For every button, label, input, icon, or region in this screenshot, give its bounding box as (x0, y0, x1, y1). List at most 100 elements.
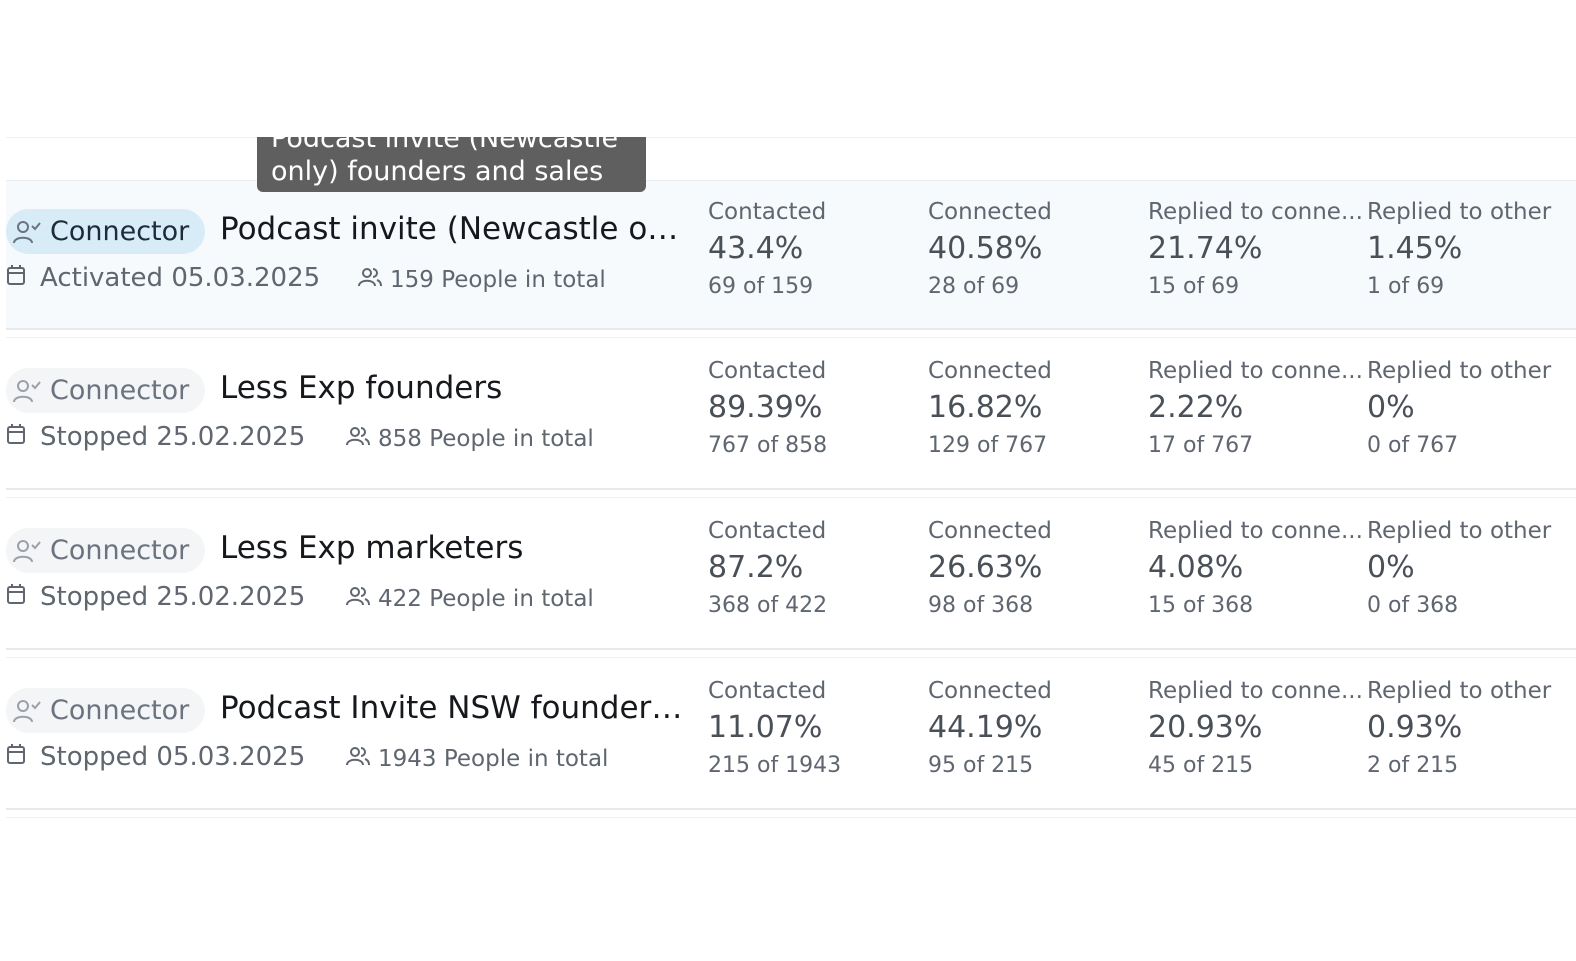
metric-sub: 0 of 767 (1367, 433, 1459, 458)
metric-sub: 28 of 69 (928, 274, 1020, 299)
campaign-status-text: Stopped 25.02.2025 (40, 582, 306, 612)
metric-value: 2.22% (1148, 390, 1244, 425)
metric-value: 20.93% (1148, 710, 1263, 745)
metric-sub: 95 of 215 (928, 753, 1034, 778)
metric-replied-connection: Replied to conne... 21.74% 15 of 69 (1148, 199, 1363, 299)
metric-label: Replied to conne... (1148, 358, 1363, 384)
campaign-type-badge: Connector (6, 528, 206, 573)
metric-sub: 17 of 767 (1148, 433, 1254, 458)
calendar-icon (6, 263, 26, 293)
campaign-name[interactable]: Podcast invite (Newcastle onl... (220, 211, 690, 247)
metric-label: Connected (928, 678, 1052, 704)
campaign-type-badge: Connector (6, 368, 206, 413)
campaign-row[interactable]: Connector Podcast invite (Newcastle onl.… (6, 180, 1576, 338)
campaign-status-text: Stopped 25.02.2025 (40, 422, 306, 452)
metric-label: Replied to other (1367, 199, 1552, 225)
people-count: 422 People in total (346, 586, 594, 612)
campaign-type-badge: Connector (6, 688, 206, 733)
metric-label: Replied to conne... (1148, 199, 1363, 225)
campaign-name[interactable]: Less Exp founders (220, 370, 503, 406)
metric-sub: 69 of 159 (708, 274, 814, 299)
people-icon (358, 267, 382, 293)
metric-sub: 1 of 69 (1367, 274, 1445, 299)
metric-label: Connected (928, 518, 1052, 544)
user-check-icon (12, 218, 42, 246)
metric-replied-connection: Replied to conne... 4.08% 15 of 368 (1148, 518, 1363, 618)
metric-value: 44.19% (928, 710, 1043, 745)
people-icon (346, 586, 370, 612)
tooltip-line-1: Podcast invite (Newcastle (271, 137, 619, 154)
metric-connected: Connected 44.19% 95 of 215 (928, 678, 1143, 778)
campaign-row[interactable]: Connector Less Exp marketers Stopped 25.… (6, 500, 1576, 658)
metric-replied-other: Replied to other 0.93% 2 of 215 (1367, 678, 1576, 778)
metric-value: 0.93% (1367, 710, 1463, 745)
campaign-status: Stopped 25.02.2025 (6, 582, 305, 612)
metric-value: 89.39% (708, 390, 823, 425)
campaign-type-label: Connector (50, 695, 190, 726)
metric-connected: Connected 16.82% 129 of 767 (928, 358, 1143, 458)
metric-sub: 0 of 368 (1367, 593, 1459, 618)
metric-connected: Connected 40.58% 28 of 69 (928, 199, 1143, 299)
campaign-status: Activated 05.03.2025 (6, 263, 320, 293)
people-icon (346, 746, 370, 772)
metric-value: 43.4% (708, 231, 804, 266)
metric-value: 11.07% (708, 710, 823, 745)
metric-replied-other: Replied to other 0% 0 of 368 (1367, 518, 1576, 618)
metric-label: Contacted (708, 199, 827, 225)
metric-replied-connection: Replied to conne... 2.22% 17 of 767 (1148, 358, 1363, 458)
metric-label: Connected (928, 199, 1052, 225)
metric-contacted: Contacted 43.4% 69 of 159 (708, 199, 923, 299)
metric-replied-other: Replied to other 1.45% 1 of 69 (1367, 199, 1576, 299)
campaign-type-label: Connector (50, 535, 190, 566)
metric-label: Replied to conne... (1148, 678, 1363, 704)
metric-sub: 368 of 422 (708, 593, 828, 618)
metric-label: Contacted (708, 678, 827, 704)
metric-connected: Connected 26.63% 98 of 368 (928, 518, 1143, 618)
campaign-name[interactable]: Podcast Invite NSW founders ... (220, 690, 690, 726)
metric-replied-connection: Replied to conne... 20.93% 45 of 215 (1148, 678, 1363, 778)
metric-value: 1.45% (1367, 231, 1463, 266)
people-icon (346, 426, 370, 452)
people-count-text: 422 People in total (378, 586, 594, 612)
metric-sub: 45 of 215 (1148, 753, 1254, 778)
calendar-icon (6, 582, 26, 612)
metric-value: 21.74% (1148, 231, 1263, 266)
campaign-type-badge: Connector (6, 209, 206, 254)
user-check-icon (12, 377, 42, 405)
people-count-text: 858 People in total (378, 426, 594, 452)
campaign-status: Stopped 25.02.2025 (6, 422, 305, 452)
list-top-divider (6, 137, 1576, 138)
campaign-row[interactable]: Connector Podcast Invite NSW founders ..… (6, 660, 1576, 818)
campaign-row[interactable]: Connector Less Exp founders Stopped 25.0… (6, 340, 1576, 498)
metric-label: Replied to conne... (1148, 518, 1363, 544)
people-count: 159 People in total (358, 267, 606, 293)
metric-label: Contacted (708, 358, 827, 384)
people-count-text: 1943 People in total (378, 746, 609, 772)
campaign-status-text: Activated 05.03.2025 (40, 263, 321, 293)
metric-sub: 98 of 368 (928, 593, 1034, 618)
metric-value: 0% (1367, 390, 1415, 425)
metric-value: 26.63% (928, 550, 1043, 585)
user-check-icon (12, 697, 42, 725)
campaign-type-label: Connector (50, 216, 190, 247)
metric-sub: 15 of 368 (1148, 593, 1254, 618)
metric-contacted: Contacted 87.2% 368 of 422 (708, 518, 923, 618)
people-count: 858 People in total (346, 426, 594, 452)
campaign-name[interactable]: Less Exp marketers (220, 530, 524, 566)
metric-sub: 15 of 69 (1148, 274, 1240, 299)
user-check-icon (12, 537, 42, 565)
calendar-icon (6, 742, 26, 772)
campaign-status-text: Stopped 05.03.2025 (40, 742, 306, 772)
metric-sub: 129 of 767 (928, 433, 1048, 458)
campaign-status: Stopped 05.03.2025 (6, 742, 305, 772)
metric-replied-other: Replied to other 0% 0 of 767 (1367, 358, 1576, 458)
metric-contacted: Contacted 89.39% 767 of 858 (708, 358, 923, 458)
metric-value: 16.82% (928, 390, 1043, 425)
metric-value: 40.58% (928, 231, 1043, 266)
campaign-name-tooltip: Podcast invite (Newcastle only) founders… (257, 137, 646, 192)
calendar-icon (6, 422, 26, 452)
metric-label: Contacted (708, 518, 827, 544)
metric-sub: 767 of 858 (708, 433, 828, 458)
metric-label: Replied to other (1367, 518, 1552, 544)
metric-sub: 2 of 215 (1367, 753, 1459, 778)
